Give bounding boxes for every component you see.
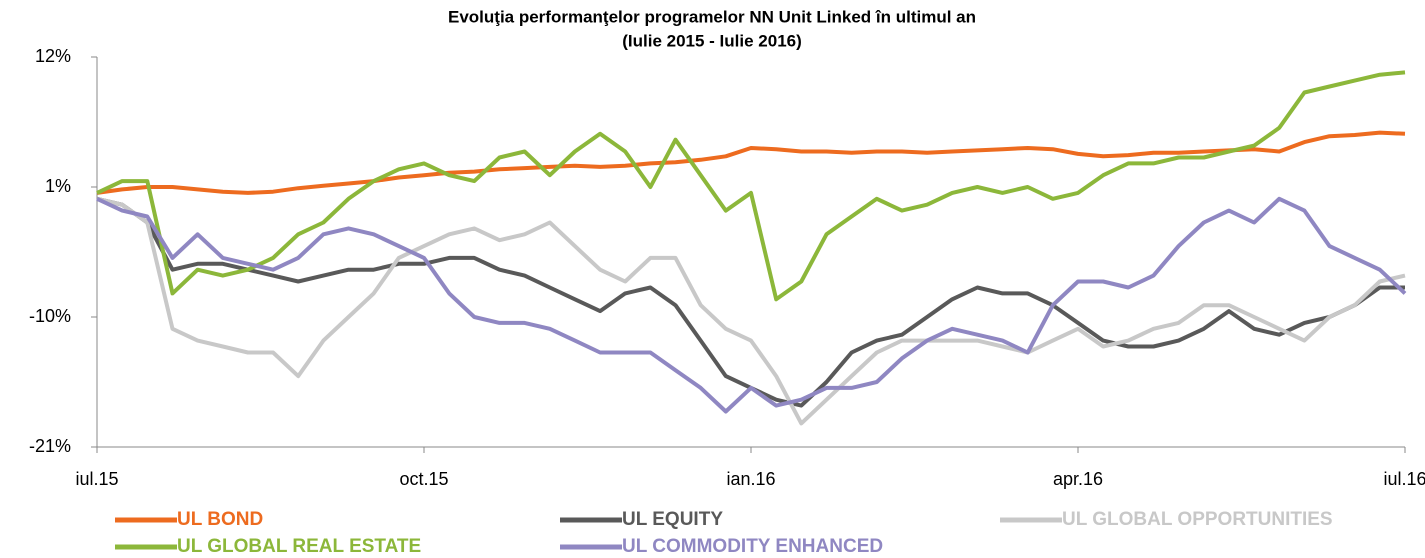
series-line bbox=[96, 196, 1406, 426]
y-tick-label: -10% bbox=[29, 306, 71, 326]
series-line bbox=[96, 196, 1405, 408]
x-tick-label: ian.16 bbox=[726, 469, 775, 489]
x-tick-label: iul.16 bbox=[1383, 469, 1425, 489]
series-line bbox=[96, 70, 1406, 302]
legend-label: UL GLOBAL REAL ESTATE bbox=[177, 536, 421, 557]
series-line bbox=[96, 130, 1406, 195]
chart-title: Evoluţia performanţelor programelor NN U… bbox=[448, 7, 976, 26]
x-tick-label: apr.16 bbox=[1053, 469, 1103, 489]
y-tick-label: -21% bbox=[29, 436, 71, 456]
x-tick-label: oct.15 bbox=[399, 469, 448, 489]
legend-label: UL EQUITY bbox=[622, 509, 723, 530]
legend-label: UL BOND bbox=[177, 509, 263, 530]
y-tick-label: 1% bbox=[45, 176, 71, 196]
y-tick-label: 12% bbox=[35, 46, 71, 66]
chart-subtitle: (Iulie 2015 - Iulie 2016) bbox=[622, 31, 802, 50]
x-tick-label: iul.15 bbox=[75, 469, 118, 489]
series-line bbox=[96, 196, 1407, 414]
legend-label: UL COMMODITY ENHANCED bbox=[622, 536, 883, 557]
legend-label: UL GLOBAL OPPORTUNITIES bbox=[1062, 509, 1333, 530]
